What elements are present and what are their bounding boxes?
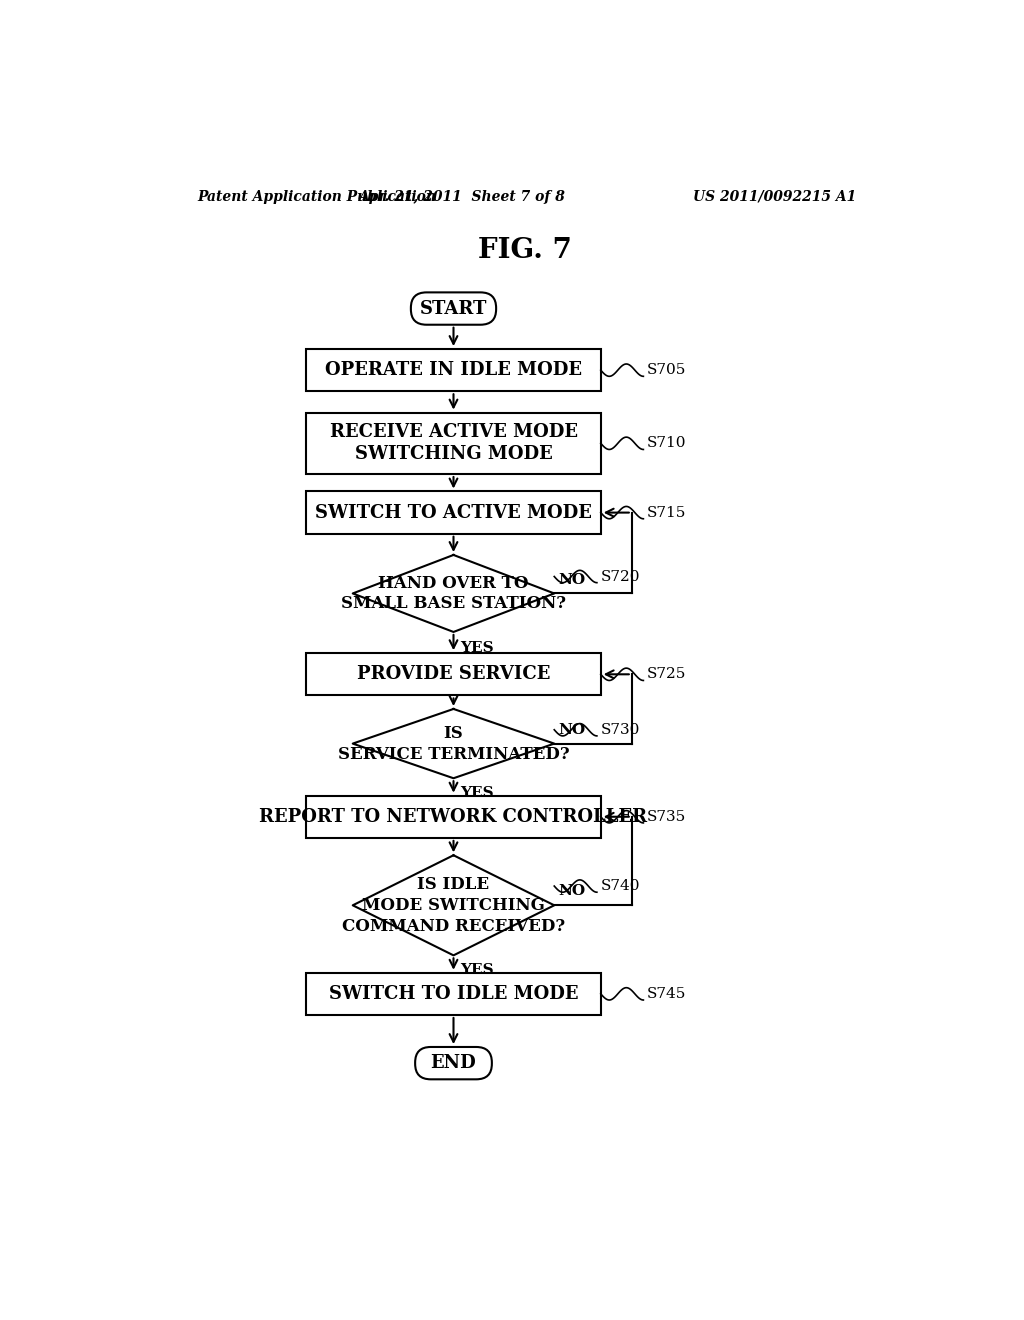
Text: PROVIDE SERVICE: PROVIDE SERVICE <box>356 665 550 684</box>
Text: YES: YES <box>460 964 494 977</box>
FancyBboxPatch shape <box>411 293 496 325</box>
Text: OPERATE IN IDLE MODE: OPERATE IN IDLE MODE <box>325 362 582 379</box>
Text: IS
SERVICE TERMINATED?: IS SERVICE TERMINATED? <box>338 725 569 763</box>
FancyBboxPatch shape <box>306 973 601 1015</box>
FancyBboxPatch shape <box>306 796 601 838</box>
FancyBboxPatch shape <box>306 653 601 696</box>
Text: S745: S745 <box>647 987 687 1001</box>
Text: HAND OVER TO
SMALL BASE STATION?: HAND OVER TO SMALL BASE STATION? <box>341 574 566 612</box>
Text: NO: NO <box>558 723 586 738</box>
Text: YES: YES <box>460 785 494 800</box>
Text: S730: S730 <box>601 723 640 737</box>
Text: S725: S725 <box>647 668 687 681</box>
Polygon shape <box>352 855 554 956</box>
Text: NO: NO <box>558 883 586 898</box>
Text: S735: S735 <box>647 809 686 824</box>
Text: NO: NO <box>558 573 586 587</box>
Text: IS IDLE
MODE SWITCHING
COMMAND RECEIVED?: IS IDLE MODE SWITCHING COMMAND RECEIVED? <box>342 876 565 935</box>
FancyBboxPatch shape <box>306 412 601 474</box>
Text: US 2011/0092215 A1: US 2011/0092215 A1 <box>693 190 856 203</box>
Text: S715: S715 <box>647 506 687 520</box>
Text: Apr. 21, 2011  Sheet 7 of 8: Apr. 21, 2011 Sheet 7 of 8 <box>357 190 564 203</box>
Text: SWITCH TO IDLE MODE: SWITCH TO IDLE MODE <box>329 985 579 1003</box>
Text: S710: S710 <box>647 437 687 450</box>
FancyBboxPatch shape <box>306 491 601 533</box>
FancyBboxPatch shape <box>415 1047 492 1080</box>
Text: START: START <box>420 300 487 318</box>
Text: S720: S720 <box>601 569 640 583</box>
Text: SWITCH TO ACTIVE MODE: SWITCH TO ACTIVE MODE <box>315 504 592 521</box>
Text: S740: S740 <box>601 879 640 894</box>
Text: FIG. 7: FIG. 7 <box>478 238 571 264</box>
Polygon shape <box>352 709 554 779</box>
Text: RECEIVE ACTIVE MODE
SWITCHING MODE: RECEIVE ACTIVE MODE SWITCHING MODE <box>330 424 578 463</box>
Text: END: END <box>431 1055 476 1072</box>
Polygon shape <box>352 554 554 632</box>
FancyBboxPatch shape <box>306 348 601 391</box>
Text: S705: S705 <box>647 363 687 378</box>
Text: YES: YES <box>460 642 494 655</box>
Text: Patent Application Publication: Patent Application Publication <box>198 190 437 203</box>
Text: REPORT TO NETWORK CONTROLLER: REPORT TO NETWORK CONTROLLER <box>259 808 647 826</box>
